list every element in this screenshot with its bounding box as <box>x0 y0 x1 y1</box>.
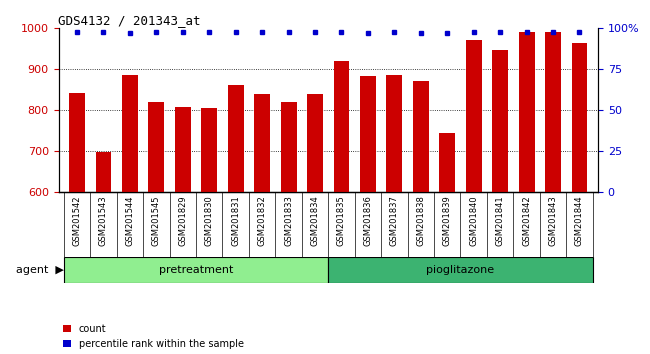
Text: GSM201542: GSM201542 <box>73 195 81 246</box>
Legend: count, percentile rank within the sample: count, percentile rank within the sample <box>63 324 244 349</box>
Text: GSM201543: GSM201543 <box>99 195 108 246</box>
Bar <box>281 102 296 192</box>
Bar <box>387 75 402 192</box>
Text: GSM201830: GSM201830 <box>205 195 214 246</box>
Bar <box>227 85 244 192</box>
Bar <box>545 33 561 192</box>
Text: GSM201837: GSM201837 <box>390 195 399 246</box>
Bar <box>466 40 482 192</box>
Text: GSM201843: GSM201843 <box>549 195 558 246</box>
Text: GDS4132 / 201343_at: GDS4132 / 201343_at <box>58 14 201 27</box>
Text: GSM201831: GSM201831 <box>231 195 240 246</box>
Text: GSM201842: GSM201842 <box>522 195 531 246</box>
Text: GSM201836: GSM201836 <box>363 195 372 246</box>
Text: pioglitazone: pioglitazone <box>426 266 495 275</box>
Text: GSM201844: GSM201844 <box>575 195 584 246</box>
Bar <box>492 50 508 192</box>
Text: GSM201835: GSM201835 <box>337 195 346 246</box>
Text: pretreatment: pretreatment <box>159 266 233 275</box>
Text: GSM201833: GSM201833 <box>284 195 293 246</box>
Text: GSM201838: GSM201838 <box>416 195 425 246</box>
Bar <box>571 44 588 192</box>
Text: GSM201545: GSM201545 <box>152 195 161 246</box>
Bar <box>307 94 323 192</box>
Bar <box>96 152 111 192</box>
Bar <box>202 108 217 192</box>
Bar <box>360 76 376 192</box>
Text: GSM201840: GSM201840 <box>469 195 478 246</box>
Text: agent  ▶: agent ▶ <box>16 266 64 275</box>
Bar <box>439 133 455 192</box>
FancyBboxPatch shape <box>64 257 328 283</box>
Bar <box>69 92 85 192</box>
Bar <box>122 75 138 192</box>
Text: GSM201544: GSM201544 <box>125 195 135 246</box>
Bar <box>413 81 429 192</box>
Bar <box>175 107 190 192</box>
Bar <box>254 94 270 192</box>
Bar <box>148 102 164 192</box>
Bar <box>519 33 534 192</box>
Text: GSM201829: GSM201829 <box>178 195 187 246</box>
Bar <box>333 62 350 192</box>
Text: GSM201839: GSM201839 <box>443 195 452 246</box>
Text: GSM201841: GSM201841 <box>496 195 504 246</box>
Text: GSM201834: GSM201834 <box>311 195 320 246</box>
Text: GSM201832: GSM201832 <box>257 195 266 246</box>
FancyBboxPatch shape <box>328 257 593 283</box>
